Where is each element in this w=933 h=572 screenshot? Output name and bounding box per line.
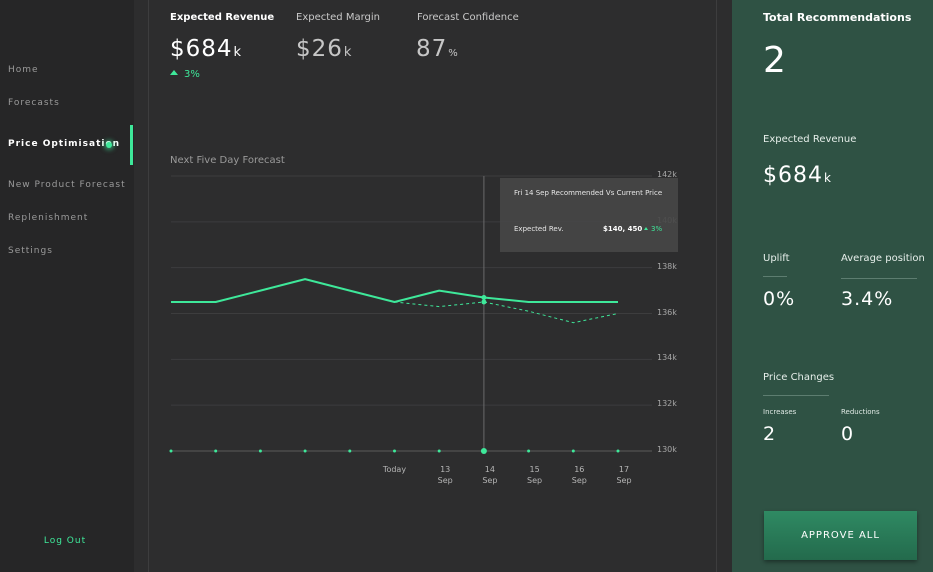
sidebar-item-price-optimisation[interactable]: Price Optimisation bbox=[8, 139, 121, 149]
active-indicator-dot bbox=[106, 142, 112, 148]
average-position-rule bbox=[841, 278, 917, 279]
current-price-line bbox=[171, 278, 618, 303]
price-changes-rule bbox=[763, 395, 829, 396]
up-arrow-icon bbox=[170, 70, 178, 75]
increases-value: 2 bbox=[763, 423, 777, 445]
x-axis-dot bbox=[571, 449, 575, 453]
approve-all-button[interactable]: APPROVE ALL bbox=[764, 511, 917, 560]
sidebar-item-replenishment[interactable]: Replenishment bbox=[8, 213, 89, 223]
price-changes-label: Price Changes bbox=[763, 372, 835, 383]
uplift-label: Uplift bbox=[763, 253, 790, 264]
highlight-point bbox=[481, 294, 487, 300]
logout-link[interactable]: Log Out bbox=[43, 536, 87, 546]
reductions-label: Reductions bbox=[841, 408, 880, 416]
kpi-forecast-confidence-label: Forecast Confidence bbox=[417, 12, 519, 23]
x-axis-dot bbox=[437, 449, 441, 453]
sidebar: Home Forecasts Price Optimisation New Pr… bbox=[0, 0, 134, 572]
total-recommendations-value: 2 bbox=[763, 40, 786, 81]
sidebar-item-forecasts[interactable]: Forecasts bbox=[8, 98, 60, 108]
x-axis-dot bbox=[169, 449, 173, 453]
y-tick-label: 142k bbox=[657, 170, 677, 179]
x-tick-label: 16 Sep bbox=[571, 465, 587, 485]
x-axis-dot bbox=[393, 449, 396, 453]
sidebar-item-home[interactable]: Home bbox=[8, 65, 39, 75]
kpi-expected-revenue-value: $684k bbox=[170, 36, 243, 62]
uplift-value: 0% bbox=[763, 288, 796, 310]
sidebar-item-settings[interactable]: Settings bbox=[8, 246, 53, 256]
y-tick-label: 138k bbox=[657, 261, 677, 271]
recommended-price-line bbox=[394, 301, 619, 324]
recommendations-panel bbox=[732, 0, 933, 572]
increases-label: Increases bbox=[763, 408, 797, 416]
kpi-expected-margin-label: Expected Margin bbox=[296, 12, 380, 23]
main-content bbox=[134, 0, 732, 572]
panel-expected-revenue-label: Expected Revenue bbox=[763, 134, 857, 145]
kpi-forecast-confidence-value: 87% bbox=[416, 36, 459, 62]
x-tick-label: Today bbox=[382, 465, 407, 474]
y-tick-label: 130k bbox=[657, 445, 677, 454]
x-tick-label: 17 Sep bbox=[616, 465, 632, 485]
highlight-point bbox=[481, 299, 487, 305]
y-tick-label: 136k bbox=[657, 307, 677, 317]
main-right-divider bbox=[716, 0, 717, 572]
main-left-divider bbox=[148, 0, 149, 572]
tooltip-delta: 3% bbox=[644, 225, 662, 233]
tooltip-key: Expected Rev. bbox=[514, 225, 564, 233]
x-axis-dot bbox=[214, 449, 218, 453]
uplift-rule bbox=[763, 276, 787, 277]
x-tick-label: 14 Sep bbox=[482, 465, 498, 485]
x-axis-dot bbox=[527, 449, 531, 453]
y-tick-label: 134k bbox=[657, 353, 677, 363]
tooltip-value: $140, 450 bbox=[603, 225, 643, 233]
tooltip-title: Fri 14 Sep Recommended Vs Current Price bbox=[514, 189, 663, 197]
panel-expected-revenue-value: $684k bbox=[763, 163, 832, 188]
up-arrow-icon bbox=[644, 227, 648, 230]
chart-title: Next Five Day Forecast bbox=[170, 155, 285, 166]
x-axis-dot bbox=[616, 449, 620, 453]
chart-tooltip: Fri 14 Sep Recommended Vs Current Price … bbox=[500, 178, 678, 252]
x-axis-dot bbox=[258, 449, 262, 453]
kpi-expected-revenue-delta: 3% bbox=[170, 69, 200, 80]
x-axis-dot bbox=[480, 448, 487, 454]
x-tick-label: 13 Sep bbox=[437, 465, 453, 485]
kpi-expected-margin-value: $26k bbox=[296, 36, 353, 62]
active-indicator-bar bbox=[130, 125, 133, 165]
kpi-expected-revenue-label: Expected Revenue bbox=[170, 12, 275, 23]
reductions-value: 0 bbox=[841, 423, 855, 445]
average-position-value: 3.4% bbox=[841, 288, 894, 310]
sidebar-item-new-product-forecast[interactable]: New Product Forecast bbox=[8, 180, 126, 190]
x-axis-dot bbox=[303, 449, 307, 453]
x-axis-dot bbox=[348, 449, 352, 453]
total-recommendations-label: Total Recommendations bbox=[763, 11, 912, 24]
x-tick-label: 15 Sep bbox=[527, 465, 543, 485]
average-position-label: Average position bbox=[841, 253, 925, 264]
y-tick-label: 132k bbox=[657, 399, 677, 409]
